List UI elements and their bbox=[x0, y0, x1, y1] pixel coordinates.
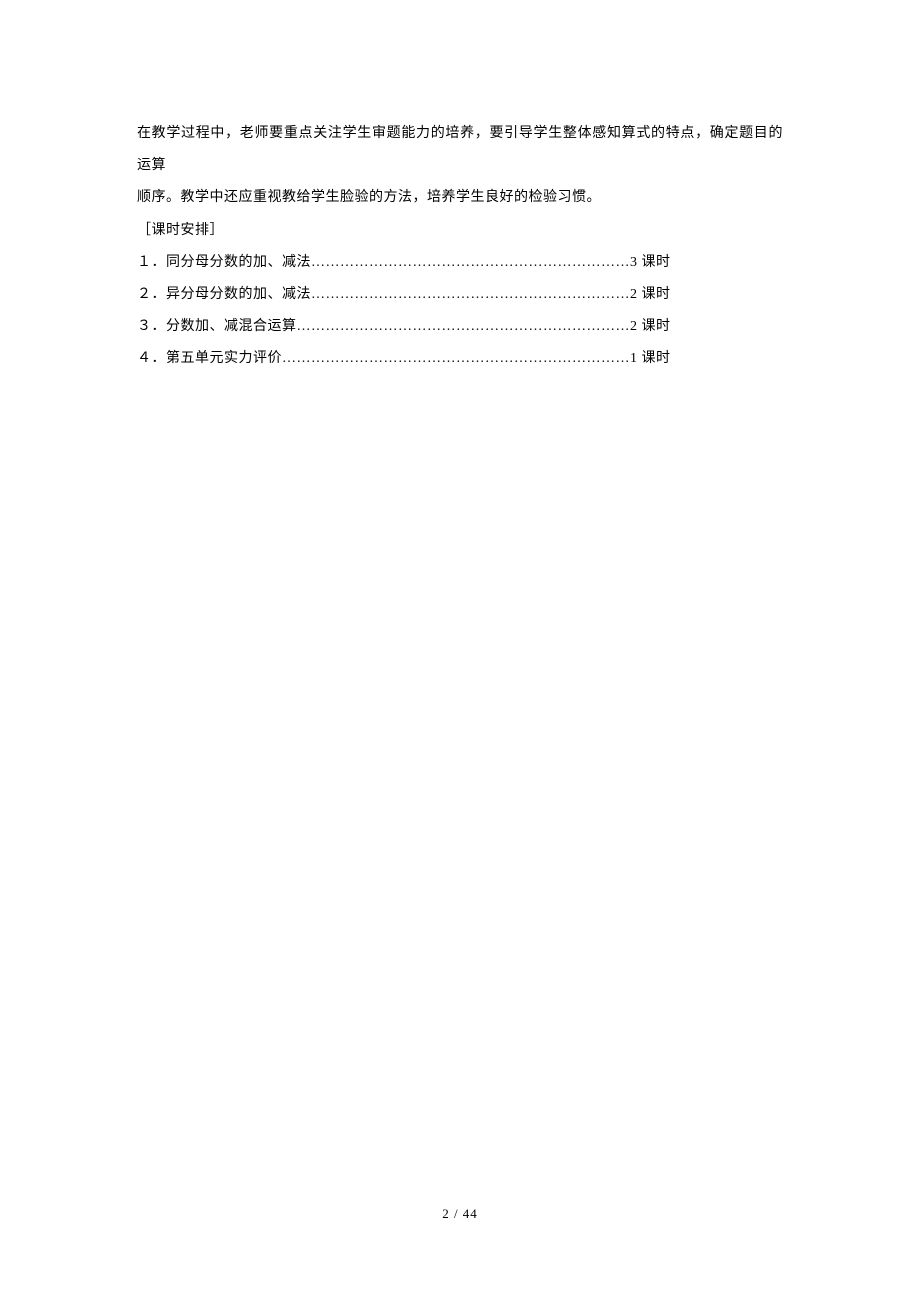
toc-item-4: ４．第五单元实力评价………………………………………………………………1 课时 bbox=[137, 343, 783, 375]
toc-dots: ………………………………………………………… bbox=[311, 255, 630, 270]
toc-item-3: ３．分数加、减混合运算……………………………………………………………2 课时 bbox=[137, 311, 783, 343]
toc-dots: …………………………………………………………… bbox=[297, 319, 631, 334]
toc-hours: 1 课时 bbox=[630, 351, 671, 366]
toc-hours: 2 课时 bbox=[630, 319, 671, 334]
section-label: ［课时安排］ bbox=[137, 215, 783, 247]
toc-item-1: １．同分母分数的加、减法…………………………………………………………3 课时 bbox=[137, 247, 783, 279]
toc-item-2: ２．异分母分数的加、减法…………………………………………………………2 课时 bbox=[137, 279, 783, 311]
toc-hours: 3 课时 bbox=[630, 255, 671, 270]
toc-number: ２． bbox=[137, 287, 166, 302]
toc-number: １． bbox=[137, 255, 166, 270]
toc-dots: ……………………………………………………………… bbox=[282, 351, 630, 366]
toc-title: 异分母分数的加、减法 bbox=[166, 287, 311, 302]
toc-title: 第五单元实力评价 bbox=[166, 351, 282, 366]
toc-title: 同分母分数的加、减法 bbox=[166, 255, 311, 270]
page-content: 在教学过程中，老师要重点关注学生审题能力的培养，要引导学生整体感知算式的特点，确… bbox=[0, 0, 920, 376]
page-number: 2 / 44 bbox=[0, 1206, 920, 1222]
toc-dots: ………………………………………………………… bbox=[311, 287, 630, 302]
paragraph-line-2: 顺序。教学中还应重视教给学生脸验的方法，培养学生良好的检验习惯。 bbox=[137, 182, 783, 214]
toc-hours: 2 课时 bbox=[630, 287, 671, 302]
toc-title: 分数加、减混合运算 bbox=[166, 319, 297, 334]
toc-number: ３． bbox=[137, 319, 166, 334]
toc-number: ４． bbox=[137, 351, 166, 366]
paragraph-line-1: 在教学过程中，老师要重点关注学生审题能力的培养，要引导学生整体感知算式的特点，确… bbox=[137, 118, 783, 182]
